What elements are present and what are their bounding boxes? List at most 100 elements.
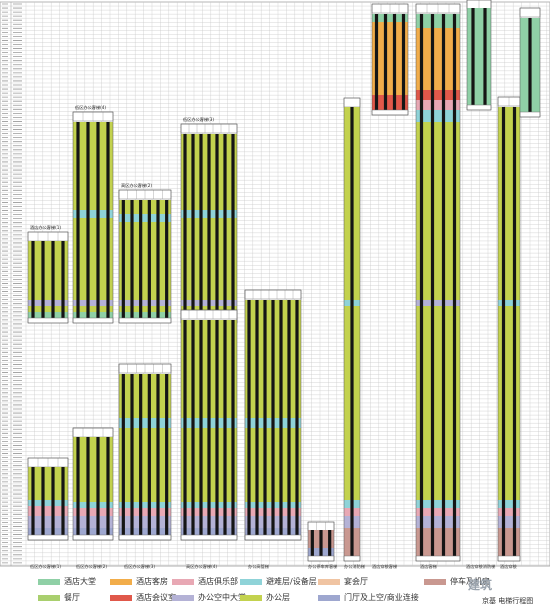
group-bottom-label: 低区办公客梯(2) [76, 563, 107, 570]
shaft [76, 122, 80, 318]
shaft [86, 122, 90, 318]
legend-item: 办公空中大堂 [172, 592, 246, 603]
floor-band-office [119, 222, 171, 300]
legend-swatch [240, 578, 262, 585]
group-footer [307, 555, 335, 562]
floor-band-refuge_mech [119, 418, 171, 428]
shaft [528, 18, 532, 112]
group-bottom-label: 办公停车库客梯 [308, 563, 337, 570]
floor-band-office_sky_lobby [416, 300, 460, 306]
legend-swatch [318, 578, 340, 585]
legend-label: 避难层/设备层 [266, 577, 317, 586]
floor-band-hotel_lobby [119, 312, 171, 318]
watermark: 建筑 [468, 578, 493, 592]
floor-band-office [73, 122, 113, 210]
elevator-group: 高区办公客梯(2) [118, 182, 172, 324]
floor-band-refuge_mech [416, 500, 460, 508]
legend-label: 办公空中大堂 [198, 593, 246, 602]
floor-labels [2, 3, 22, 564]
floor-band-office [28, 306, 68, 312]
shaft [383, 14, 388, 110]
floor-band-office [28, 467, 68, 500]
elevator-group [72, 427, 114, 541]
elevator-group [497, 96, 521, 562]
group-outline [466, 0, 492, 111]
floor-band-refuge_mech [119, 214, 171, 222]
floor-band-hotel_lobby [372, 14, 408, 22]
group-top-label: 酒店办公客梯(1) [30, 224, 61, 231]
floor-band-hotel_club [73, 508, 113, 516]
floor-band-refuge_mech [73, 210, 113, 218]
shaft [263, 300, 267, 535]
floor-band-office_sky_lobby [119, 300, 171, 306]
floor-band-office [416, 122, 460, 300]
shaft [295, 300, 299, 535]
group-bottom-labels: 低区办公客梯(1) 低区办公客梯(2) 低区办公客梯(3) 高区办公客梯(4) 办公高管… [30, 563, 518, 570]
floor-band-office_sky_lobby [498, 516, 520, 528]
group-outline [343, 97, 361, 562]
shaft [215, 320, 219, 535]
shaft [183, 134, 187, 318]
floor-band-lobby_retail [119, 528, 171, 535]
legend-swatch [38, 594, 60, 601]
shaft [287, 300, 291, 535]
floor-band-office [73, 218, 113, 300]
shaft [106, 437, 110, 535]
floor-band-office [73, 437, 113, 502]
shaft [350, 107, 354, 556]
floor-band-refuge_mech [498, 500, 520, 508]
shaft [310, 530, 314, 556]
car-header [307, 521, 335, 532]
floor-band-parking [416, 528, 460, 556]
legend-item: 酒店大堂 [38, 576, 96, 587]
floor-band-parking [498, 528, 520, 556]
legend-swatch [110, 578, 132, 585]
floor-band-office [119, 374, 171, 418]
shaft [156, 374, 160, 535]
shaft [501, 107, 506, 556]
floor-band-office_sky_lobby [416, 516, 460, 528]
floor-band-refuge_mech [416, 110, 460, 122]
group-bottom-label: 酒店客梯 [420, 563, 437, 570]
group-outline [244, 289, 302, 541]
group-outline [118, 363, 172, 541]
car-header [180, 123, 238, 134]
shaft [512, 107, 517, 556]
floor-band-hotel_club [416, 100, 460, 110]
group-footer [27, 317, 69, 324]
legend-swatch [38, 578, 60, 585]
shaft [471, 8, 475, 105]
floor-band-hotel_club [119, 508, 171, 516]
legend-item: 酒店会议室 [110, 592, 176, 603]
floor-band-refuge_mech [28, 500, 68, 506]
elevator-group [244, 289, 302, 541]
shaft [165, 374, 169, 535]
elevator-group [307, 521, 335, 562]
group-footer [27, 534, 69, 541]
shaft [96, 437, 100, 535]
shaft [106, 122, 110, 318]
shaft [165, 200, 169, 318]
shaft [76, 437, 80, 535]
car-header [180, 309, 238, 320]
elevator-group [466, 0, 492, 111]
group-top-label: 高区办公客梯(2) [121, 182, 152, 189]
shaft [139, 374, 143, 535]
floor-band-refuge_mech [498, 300, 520, 306]
shaft [199, 134, 203, 318]
elevator-group: 低区办公客梯(3) [180, 116, 238, 324]
shaft [452, 14, 457, 556]
shaft [392, 14, 397, 110]
group-outline [27, 457, 69, 541]
diagram-title: 京基 电梯行程图 [482, 597, 534, 605]
group-bottom-label: 酒店穿梭消防梯 [466, 563, 495, 570]
group-footer [244, 534, 302, 541]
legend-item: 酒店俱乐部 [172, 576, 238, 587]
floor-band-hotel_meeting [416, 90, 460, 100]
floor-band-office_sky_lobby [119, 516, 171, 528]
legend-swatch [172, 578, 194, 585]
shaft [61, 241, 65, 318]
legend-item: 餐厅 [38, 592, 80, 603]
group-top-label: 低区办公客梯(4) [75, 104, 106, 111]
legend-item: 门厅及上空/商业连接 [318, 592, 419, 603]
